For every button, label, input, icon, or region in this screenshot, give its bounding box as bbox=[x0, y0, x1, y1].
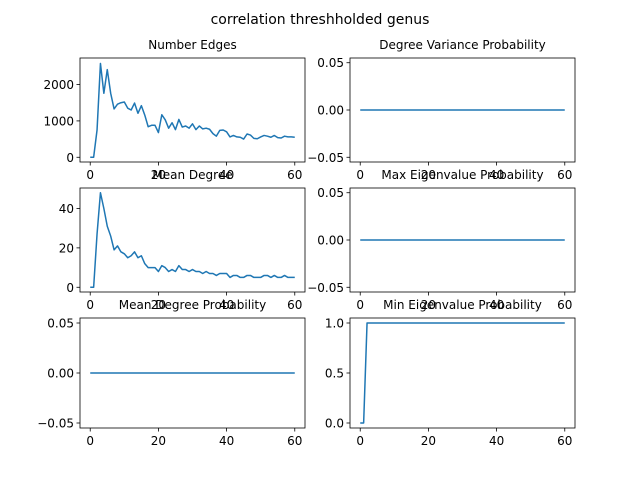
subplot-title: Mean Degree Probability bbox=[119, 298, 266, 312]
x-tick-label: 20 bbox=[151, 168, 166, 182]
subplot-title: Degree Variance Probability bbox=[379, 38, 546, 52]
x-tick-label: 20 bbox=[151, 298, 166, 312]
y-tick-label: 0.00 bbox=[47, 367, 74, 381]
subplot-2: 0 20 40 60 −0.05 0.00 0.05 Degree Variance Prob… bbox=[307, 38, 576, 182]
series-line bbox=[90, 191, 295, 289]
subplot-5: 0 20 40 60 −0.05 0.00 0.05 Mean Degree Probabil… bbox=[37, 298, 306, 448]
series-line bbox=[90, 62, 295, 159]
subplot-title: Mean Degree bbox=[152, 168, 232, 182]
subplot-title: Number Edges bbox=[148, 38, 236, 52]
subplot-title: Max Eigenvalue Probability bbox=[381, 168, 543, 182]
y-tick-label: 40 bbox=[59, 202, 74, 216]
subplot-1: 0 20 40 60 0 1000 2000 Number Edges bbox=[43, 38, 306, 182]
y-tick-label: 1000 bbox=[43, 114, 74, 128]
axes-frame bbox=[79, 57, 306, 163]
x-tick-label: 40 bbox=[219, 434, 234, 448]
y-tick-label: 2000 bbox=[43, 78, 74, 92]
x-tick-label: 20 bbox=[421, 434, 436, 448]
y-tick-label: 0.05 bbox=[317, 56, 344, 70]
figure-suptitle: correlation threshholded genus bbox=[211, 12, 430, 28]
x-tick-label: 60 bbox=[557, 298, 572, 312]
y-tick-label: 0.0 bbox=[325, 417, 344, 431]
y-tick-label: 0.05 bbox=[317, 186, 344, 200]
y-tick-label: 0 bbox=[66, 151, 74, 165]
series-line bbox=[360, 322, 565, 424]
y-tick-label: 0.05 bbox=[47, 317, 74, 331]
x-tick-label: 20 bbox=[421, 298, 436, 312]
x-tick-label: 40 bbox=[489, 168, 504, 182]
axes-frame bbox=[79, 187, 306, 293]
y-tick-label: −0.05 bbox=[37, 417, 74, 431]
y-tick-label: 0.00 bbox=[317, 104, 344, 118]
x-tick-label: 60 bbox=[557, 434, 572, 448]
y-tick-label: −0.05 bbox=[307, 151, 344, 165]
x-tick-label: 40 bbox=[489, 298, 504, 312]
y-tick-label: 0.5 bbox=[325, 367, 344, 381]
x-tick-label: 60 bbox=[557, 168, 572, 182]
y-tick-label: 1.0 bbox=[325, 317, 344, 331]
x-tick-label: 40 bbox=[219, 298, 234, 312]
x-tick-label: 40 bbox=[219, 168, 234, 182]
y-tick-label: 0.00 bbox=[317, 234, 344, 248]
x-tick-label: 60 bbox=[287, 298, 302, 312]
x-tick-label: 0 bbox=[86, 298, 94, 312]
y-tick-label: −0.05 bbox=[307, 281, 344, 295]
subplot-4: 0 20 40 60 −0.05 0.00 0.05 Max Eigenvalue Proba… bbox=[307, 168, 576, 312]
y-tick-label: 0 bbox=[66, 281, 74, 295]
subplot-title: Min Eigenvalue Probability bbox=[383, 298, 542, 312]
x-tick-label: 40 bbox=[489, 434, 504, 448]
y-tick-label: 20 bbox=[59, 241, 74, 255]
x-tick-label: 0 bbox=[86, 434, 94, 448]
x-tick-label: 0 bbox=[356, 168, 364, 182]
x-tick-label: 20 bbox=[151, 434, 166, 448]
x-tick-label: 0 bbox=[356, 298, 364, 312]
x-tick-label: 0 bbox=[356, 434, 364, 448]
x-tick-label: 0 bbox=[86, 168, 94, 182]
x-tick-label: 60 bbox=[287, 168, 302, 182]
x-tick-label: 20 bbox=[421, 168, 436, 182]
x-tick-label: 60 bbox=[287, 434, 302, 448]
subplot-6: 0 20 40 60 0.0 0.5 1.0 Min Eigenvalue Probabili… bbox=[325, 298, 576, 448]
